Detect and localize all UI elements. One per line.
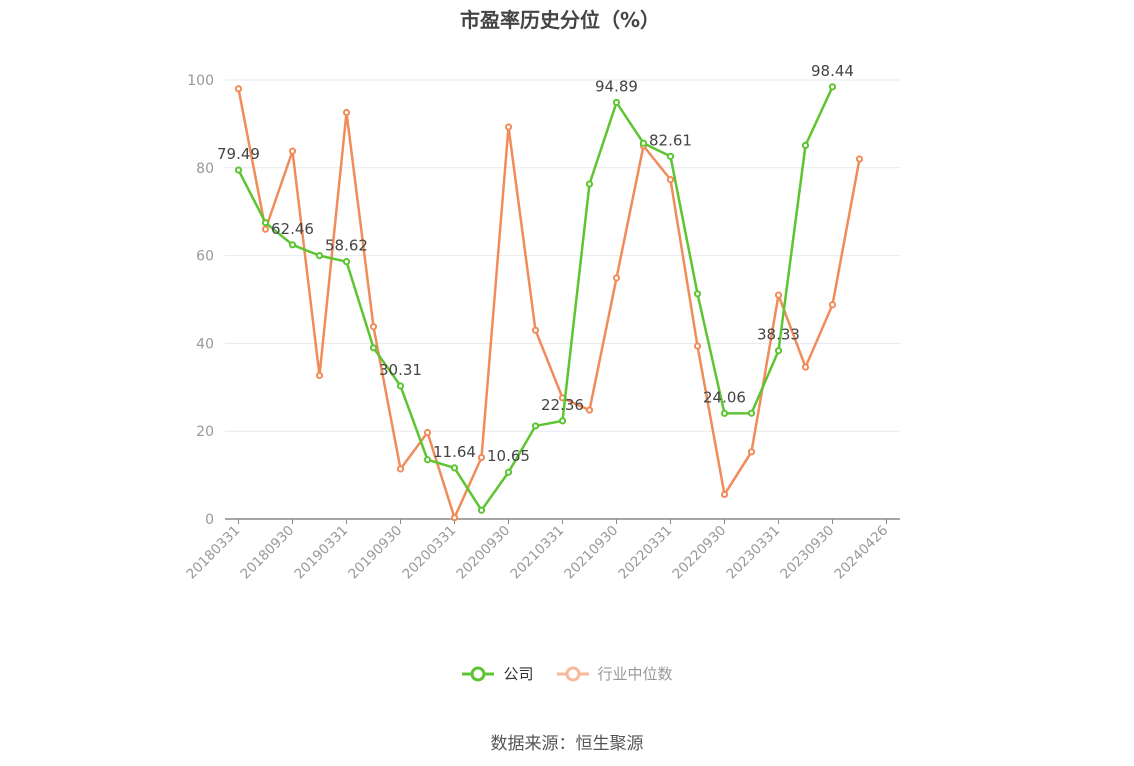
point-company bbox=[342, 258, 351, 266]
legend-company-label: 公司 bbox=[503, 665, 534, 683]
point-industry bbox=[774, 291, 783, 299]
point-industry bbox=[612, 274, 621, 282]
y-tick-label: 40 bbox=[196, 336, 214, 352]
point-company bbox=[261, 219, 270, 227]
point-company bbox=[666, 152, 675, 160]
x-axis-ticks: 2018033120180930201903312019093020200331… bbox=[183, 519, 891, 582]
x-tick-label: 20230930 bbox=[777, 523, 837, 583]
point-industry bbox=[396, 465, 405, 473]
point-industry bbox=[693, 342, 702, 350]
data-label-company: 11.64 bbox=[433, 443, 476, 461]
point-industry bbox=[477, 453, 486, 462]
point-industry bbox=[423, 428, 432, 437]
x-tick-label: 20220331 bbox=[615, 523, 675, 583]
data-label-company: 38.33 bbox=[757, 326, 800, 344]
data-label-company: 22.36 bbox=[541, 396, 584, 414]
data-label-company: 79.49 bbox=[217, 145, 260, 163]
point-company bbox=[396, 382, 405, 390]
x-tick-label: 20180930 bbox=[237, 523, 297, 583]
legend-item-industry[interactable]: 行业中位数 bbox=[556, 663, 673, 684]
legend-industry-label: 行业中位数 bbox=[597, 665, 673, 683]
x-tick-label: 20180331 bbox=[183, 523, 243, 583]
x-tick-label: 20230331 bbox=[723, 523, 783, 583]
point-company bbox=[612, 98, 621, 107]
x-tick-label: 20210930 bbox=[561, 523, 621, 583]
series-line-industry bbox=[237, 88, 861, 519]
point-company bbox=[423, 456, 432, 464]
y-axis-ticks: 0 20 40 60 80 100 bbox=[187, 73, 214, 528]
x-tick-label: 20220930 bbox=[669, 523, 729, 583]
data-labels: 79.49 62.46 58.62 30.31 11.64 10.65 22.36 94.89… bbox=[217, 62, 854, 465]
point-company bbox=[801, 141, 810, 150]
data-label-company: 94.89 bbox=[595, 77, 638, 95]
point-industry bbox=[315, 371, 324, 380]
point-company bbox=[585, 180, 594, 188]
x-tick-label: 20210331 bbox=[507, 523, 567, 583]
point-industry bbox=[828, 301, 837, 309]
point-company bbox=[639, 139, 648, 147]
y-tick-label: 0 bbox=[205, 512, 214, 528]
point-company bbox=[531, 422, 540, 430]
point-company bbox=[747, 409, 756, 417]
point-industry bbox=[234, 85, 243, 93]
legend-item-company[interactable]: 公司 bbox=[461, 663, 534, 684]
point-industry bbox=[504, 123, 513, 131]
y-tick-label: 80 bbox=[196, 161, 214, 177]
point-industry bbox=[747, 448, 756, 456]
x-tick-label: 20200930 bbox=[453, 523, 513, 583]
point-company bbox=[693, 290, 702, 298]
y-tick-label: 60 bbox=[196, 249, 214, 265]
point-industry bbox=[288, 147, 297, 155]
data-source: 数据来源：恒生聚源 bbox=[490, 734, 644, 754]
x-tick-label: 20240426 bbox=[831, 523, 891, 583]
point-company bbox=[504, 468, 513, 476]
point-company bbox=[720, 409, 729, 417]
point-industry bbox=[855, 155, 864, 163]
data-label-company: 62.46 bbox=[271, 220, 314, 238]
point-industry bbox=[720, 490, 729, 499]
point-company bbox=[477, 506, 486, 514]
legend-industry-marker-icon bbox=[556, 666, 589, 681]
data-label-company: 10.65 bbox=[487, 447, 530, 465]
point-industry bbox=[585, 406, 594, 414]
point-industry bbox=[261, 225, 270, 233]
point-company bbox=[315, 252, 324, 260]
point-industry bbox=[666, 176, 675, 184]
point-industry bbox=[342, 108, 351, 117]
data-label-company: 24.06 bbox=[703, 388, 746, 406]
x-tick-label: 20190331 bbox=[291, 523, 351, 583]
line-chart: 0 20 40 60 80 100 201803312018093020190331201… bbox=[183, 62, 900, 582]
data-label-company: 58.62 bbox=[325, 237, 368, 255]
point-company bbox=[369, 344, 378, 352]
point-company bbox=[450, 464, 459, 472]
grid-lines bbox=[225, 79, 900, 432]
chart-title: 市盈率历史分位（%） bbox=[459, 8, 661, 32]
y-tick-label: 20 bbox=[196, 424, 214, 440]
point-industry bbox=[369, 323, 378, 331]
x-tick-label: 20190930 bbox=[345, 523, 405, 583]
point-company bbox=[558, 417, 567, 425]
point-company bbox=[234, 166, 243, 174]
point-industry bbox=[801, 363, 810, 371]
data-label-company: 98.44 bbox=[811, 62, 854, 80]
point-industry bbox=[450, 514, 459, 522]
data-label-company: 82.61 bbox=[649, 131, 692, 149]
point-company bbox=[288, 241, 297, 249]
legend: 公司 行业中位数 bbox=[0, 663, 1134, 684]
point-industry bbox=[531, 326, 540, 334]
data-label-company: 30.31 bbox=[379, 361, 422, 379]
x-tick-label: 20200331 bbox=[399, 523, 459, 583]
point-company bbox=[828, 83, 837, 91]
series-layer bbox=[234, 83, 864, 522]
point-company bbox=[774, 347, 783, 355]
legend-company-marker-icon bbox=[462, 666, 495, 681]
y-tick-label: 100 bbox=[187, 73, 214, 89]
